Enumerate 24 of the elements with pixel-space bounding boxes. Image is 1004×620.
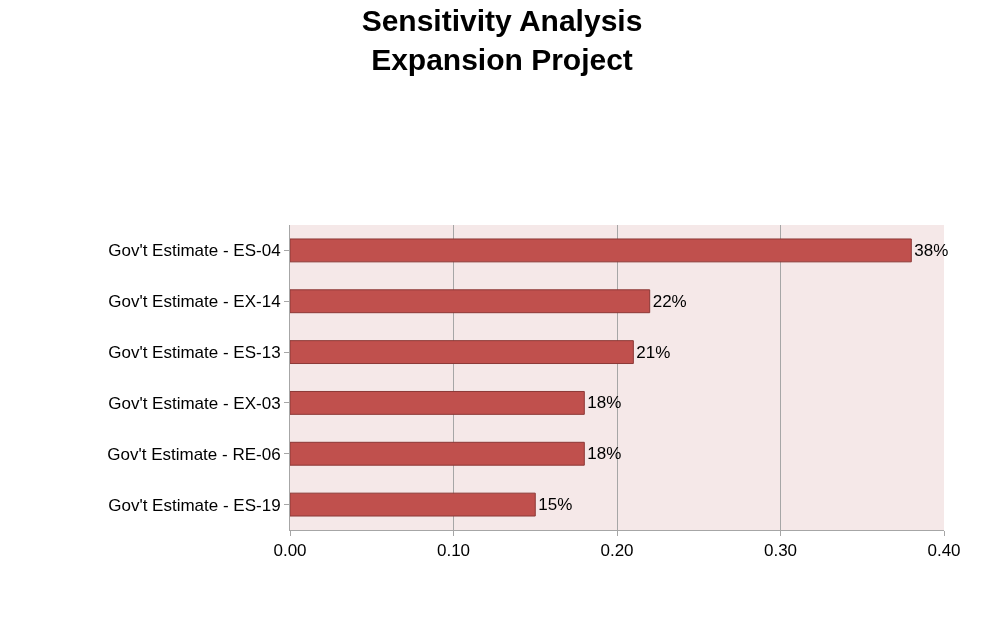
x-tick-label: 0.40 [927,541,961,561]
y-tick-label: Gov't Estimate - EX-14 [108,292,281,312]
chart-title: Sensitivity Analysis Expansion Project [361,4,643,76]
data-label: 22% [652,291,687,311]
x-tick-label: 0.20 [600,541,634,561]
x-tick-label: 0.00 [273,541,307,561]
bar [290,238,912,263]
y-tick-label: Gov't Estimate - ES-13 [108,343,281,363]
data-label: 15% [538,495,573,515]
bar [290,492,536,517]
bar [290,390,585,415]
data-label: 18% [587,393,622,413]
x-tick-label: 0.10 [436,541,471,561]
y-tick-label: Gov't Estimate - RE-06 [107,444,281,464]
y-tick-label: Gov't Estimate - ES-04 [108,241,281,261]
data-label: 21% [636,342,671,362]
y-tick-label: Gov't Estimate - ES-19 [108,495,281,515]
data-label: 38% [914,240,949,260]
bar [290,289,651,314]
bar [290,441,585,466]
y-tick-label: Gov't Estimate - EX-03 [108,393,281,413]
data-label: 18% [587,444,622,464]
x-tick-label: 0.30 [763,541,798,561]
bar [290,340,634,365]
